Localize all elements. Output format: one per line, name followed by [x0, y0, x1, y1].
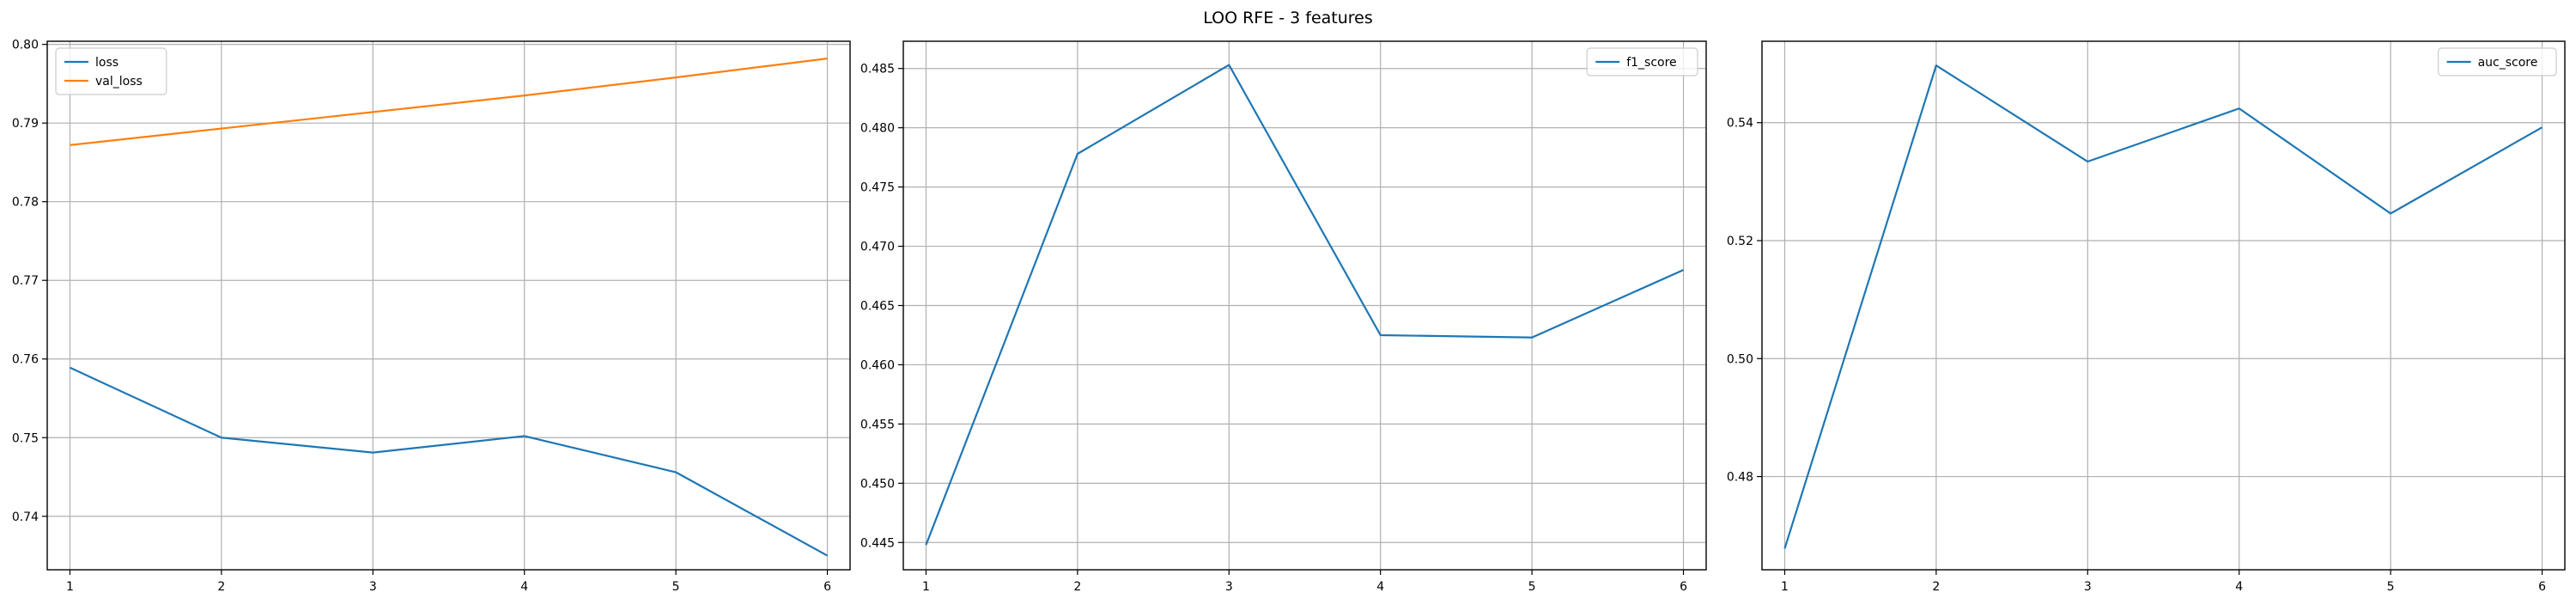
x-tick-label: 3 — [1225, 580, 1233, 594]
legend-label: loss — [95, 56, 118, 70]
plot-area — [47, 41, 850, 570]
series-line-val-loss — [70, 58, 828, 146]
y-tick-label: 0.460 — [860, 358, 895, 372]
x-tick-label: 6 — [823, 580, 831, 594]
y-tick-label: 0.80 — [12, 39, 39, 52]
x-tick-label: 4 — [2235, 580, 2243, 594]
x-tick-label: 4 — [1376, 580, 1384, 594]
y-tick-label: 0.465 — [860, 300, 895, 314]
y-tick-label: 0.76 — [12, 353, 39, 367]
legend: loss val_loss — [55, 47, 167, 95]
x-tick-label: 2 — [1073, 580, 1081, 594]
x-tick-label: 2 — [217, 580, 225, 594]
chart-panel-2: 1 2 3 4 5 6 0.445 0.450 0.455 0.460 0.465 0.470 0.47… — [860, 40, 1707, 594]
series-line-auc-score — [1783, 64, 2543, 549]
plot-frame — [902, 40, 1707, 571]
plot-frame — [46, 40, 851, 571]
legend-label: auc_score — [2478, 56, 2538, 70]
y-tick-label: 0.450 — [860, 477, 895, 491]
y-tick-label: 0.74 — [12, 510, 39, 524]
x-tick-label: 2 — [1932, 580, 1940, 594]
series-line-f1-score — [925, 64, 1684, 546]
y-tick-label: 0.48 — [1727, 471, 1753, 485]
x-tick-label: 4 — [520, 580, 528, 594]
chart-panel-3: 1 2 3 4 5 6 0.48 0.50 0.52 0.54 auc_score — [1727, 40, 2566, 594]
y-tick-label: 0.54 — [1727, 117, 1753, 131]
y-tick-label: 0.475 — [860, 181, 895, 195]
legend-box — [1586, 47, 1698, 76]
legend: auc_score — [2438, 47, 2557, 76]
y-tick-label: 0.75 — [12, 431, 39, 445]
y-tick-label: 0.455 — [860, 418, 895, 431]
x-tick-label: 6 — [1680, 580, 1687, 594]
legend: f1_score — [1586, 47, 1698, 76]
x-tick-label: 3 — [369, 580, 377, 594]
x-tick-label: 6 — [2538, 580, 2546, 594]
figure-title: LOO RFE - 3 features — [1203, 9, 1373, 28]
x-tick-label: 5 — [1528, 580, 1536, 594]
x-tick-label: 3 — [2084, 580, 2092, 594]
x-tick-label: 1 — [1781, 580, 1789, 594]
x-tick-label: 5 — [672, 580, 680, 594]
y-tick-label: 0.50 — [1727, 352, 1753, 366]
x-tick-label: 5 — [2387, 580, 2395, 594]
legend-label: val_loss — [95, 75, 143, 89]
y-tick-label: 0.77 — [12, 274, 39, 288]
y-tick-label: 0.52 — [1727, 235, 1753, 248]
y-tick-label: 0.485 — [860, 63, 895, 76]
x-tick-label: 1 — [66, 580, 74, 594]
chart-panel-1: 1 2 3 4 5 6 0.74 0.75 0.76 0.77 0.78 0.79 0.80 loss va… — [12, 39, 851, 594]
y-tick-label: 0.470 — [860, 241, 895, 254]
y-tick-label: 0.79 — [12, 117, 39, 131]
y-tick-label: 0.480 — [860, 122, 895, 136]
plot-frame — [1761, 40, 2566, 571]
x-tick-label: 1 — [922, 580, 930, 594]
y-tick-label: 0.78 — [12, 196, 39, 210]
y-tick-label: 0.445 — [860, 536, 895, 550]
legend-box — [2438, 47, 2557, 76]
legend-box — [55, 47, 167, 95]
series-line-loss — [69, 366, 829, 557]
plot-area — [1762, 41, 2565, 570]
legend-label: f1_score — [1626, 56, 1676, 70]
